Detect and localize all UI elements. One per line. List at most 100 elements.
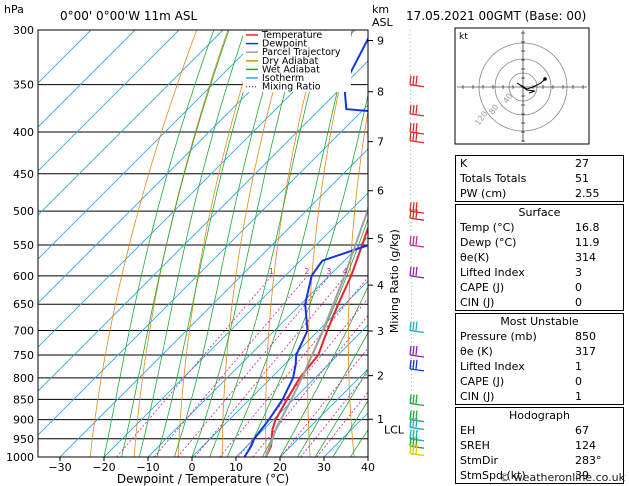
surface-row: CIN (J) 0 [456,295,623,310]
temperature-tick-label: −20 [92,461,115,474]
wind-barb [409,275,425,279]
pressure-tick-label: 400 [13,126,34,139]
wind-barb-flag [412,321,415,331]
wind-barb-flag [409,266,412,276]
hodograph-stat-value: 124 [575,439,596,452]
dry-adiabat-line [177,30,260,457]
dewpoint-series [243,36,368,457]
hodograph-stat-label: StmDir [460,454,499,467]
wind-barb-flag [412,345,415,356]
wind-barb-flag [415,321,418,331]
wind-barb-flag [409,202,412,212]
index-row: K 27 [456,156,623,171]
dry-adiabat-line [221,30,291,457]
hodograph-stat-label: SREH [460,439,490,452]
wet-adiabat-line [332,400,368,457]
km-unit-label: km [372,3,389,16]
surface-value: 3 [575,266,582,279]
surface-label: CIN (J) [460,296,495,309]
wind-barb-flag [412,235,415,246]
wet-adiabat-line [244,93,368,457]
mixing-ratio-axis-title: Mixing Ratio (g/kg) [388,229,401,333]
surface-label: Lifted Index [460,266,525,279]
legend-label: Temperature [261,30,322,41]
wind-barb-flag [409,104,412,114]
wet-adiabat-line [174,30,282,457]
hodograph-stat-row: EH 67 [456,423,623,438]
mixing-ratio-line [237,297,368,457]
temperature-tick-label: −10 [136,461,159,474]
temperature-tick-label: 30 [317,461,331,474]
km-tick-label: 4 [377,279,384,292]
index-value: 51 [575,172,589,185]
surface-title: Surface [518,206,561,219]
surface-row: CAPE (J) 0 [456,280,623,295]
wind-barb-flag [415,437,418,447]
wet-adiabat-line [209,30,326,457]
wind-barb-flag [409,321,412,331]
index-value: 2.55 [575,187,600,200]
temperature-tick-label: 0 [189,461,196,474]
stability-indices-box: K 27 Totals Totals 51 PW (cm) 2.55 [455,155,624,202]
hodograph-stat-value: 283° [575,454,602,467]
wind-barb-flag [412,437,415,447]
temperature-tick-label: 20 [273,461,287,474]
hodograph-storm-point [543,77,547,81]
hodograph-kt-label: kt [459,32,468,42]
wind-barb-flag [412,122,415,133]
surface-box: Surface Temp (°C) 16.8 Dewp (°C) 11.9 θe(K) 3… [455,204,624,311]
wind-barb-flag [415,104,418,114]
pressure-tick-label: 900 [13,414,34,427]
hpa-unit-label: hPa [4,3,24,16]
mixing-ratio-label: 1 [269,267,274,276]
wind-barb-flag [412,202,415,212]
surface-label: CAPE (J) [460,281,505,294]
date-header: 17.05.2021 00GMT (Base: 00) [406,9,586,23]
hodograph-stat-label: EH [460,424,476,437]
plot-layer [38,30,368,457]
pressure-tick-label: 800 [13,372,34,385]
isotherm-line [38,30,136,128]
pressure-tick-label: 550 [13,239,34,252]
wind-barb-flag [409,235,412,246]
wind-barb-flag [409,394,412,404]
most-unstable-value: 1 [575,390,582,403]
isotherm-line [38,30,312,304]
isotherm-line [147,236,368,457]
wind-barb-flag [412,131,415,141]
hodograph-stat-value: 67 [575,424,589,437]
pressure-tick-label: 1000 [6,451,34,464]
km-tick-label: 5 [377,232,384,245]
hodograph-trace [516,78,546,94]
wind-barb [409,329,425,334]
most-unstable-label: θe (K) [460,345,493,358]
wind-barb-flag [412,104,415,114]
most-unstable-value: 1 [575,360,582,373]
wind-barb-flag [409,75,412,85]
mixing-ratio-label: 3 [326,267,331,276]
km-tick-label: 6 [377,185,384,198]
wet-adiabat-line [121,30,230,457]
wet-adiabat-line [314,368,368,457]
wind-barb-flag [415,418,418,428]
isotherm-line [38,30,356,348]
temperature-tick-label: 40 [361,461,375,474]
wind-barb-flag [409,418,412,428]
index-label: PW (cm) [460,187,507,200]
surface-label: θe(K) [460,251,490,264]
surface-value: 314 [575,251,596,264]
temperature-tick-label: −30 [48,461,71,474]
most-unstable-value: 317 [575,345,596,358]
km-tick-label: 1 [377,413,384,426]
temperature-tick-label: 10 [229,461,243,474]
wind-barb-flag [415,209,418,219]
wind-barb-flag [412,444,415,454]
wet-adiabat-line [191,30,303,457]
pressure-tick-label: 300 [13,24,34,37]
isotherm-line [38,30,268,260]
surface-row: Temp (°C) 16.8 [456,220,623,235]
wind-barb [409,452,425,457]
mixing-ratio-line [252,314,368,457]
hodograph-stat-row: SREH 124 [456,438,623,453]
most-unstable-row: Pressure (mb) 850 [456,329,623,344]
